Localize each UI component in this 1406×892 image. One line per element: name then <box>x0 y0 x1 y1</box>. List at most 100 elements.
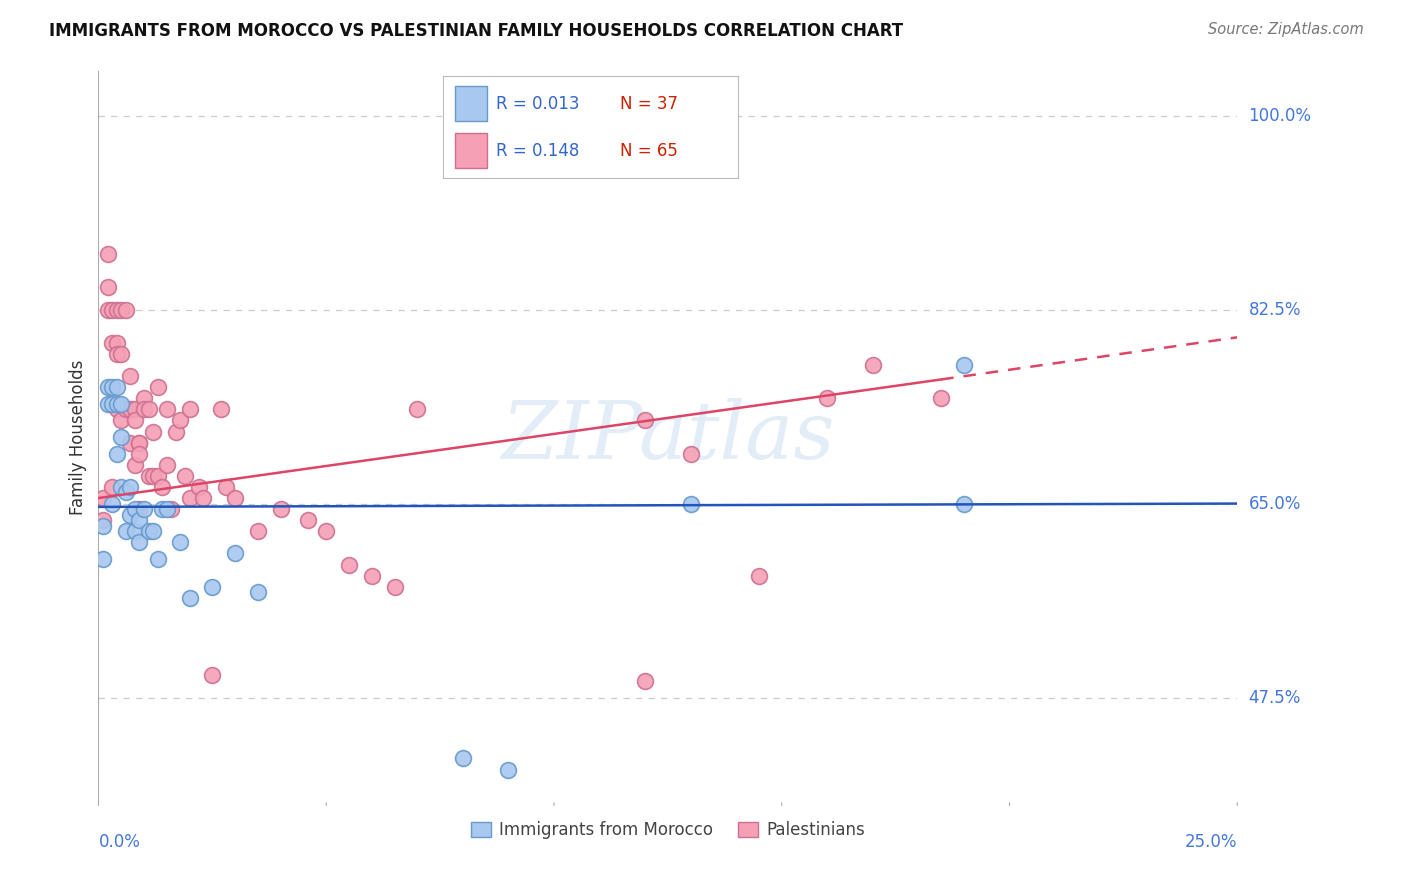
Point <box>169 413 191 427</box>
Point <box>187 480 209 494</box>
Point <box>110 397 132 411</box>
Text: 0.0%: 0.0% <box>98 833 141 851</box>
Point <box>128 435 150 450</box>
Point <box>124 458 146 472</box>
Point <box>246 585 269 599</box>
Point <box>124 502 146 516</box>
Point <box>101 302 124 317</box>
Point <box>297 513 319 527</box>
Point <box>150 480 173 494</box>
Point <box>105 347 128 361</box>
Point <box>862 358 884 372</box>
Text: 25.0%: 25.0% <box>1185 833 1237 851</box>
Point <box>101 480 124 494</box>
Point <box>156 458 179 472</box>
Point <box>124 524 146 539</box>
Point <box>224 491 246 505</box>
Point <box>91 513 114 527</box>
Point <box>120 402 142 417</box>
Point <box>146 380 169 394</box>
Y-axis label: Family Households: Family Households <box>69 359 87 515</box>
Point <box>146 468 169 483</box>
Point <box>96 397 118 411</box>
Point <box>679 497 702 511</box>
Point <box>815 392 838 406</box>
Point <box>114 524 136 539</box>
Text: N = 65: N = 65 <box>620 142 678 160</box>
Text: Source: ZipAtlas.com: Source: ZipAtlas.com <box>1208 22 1364 37</box>
Point <box>169 535 191 549</box>
Point <box>156 502 179 516</box>
Point <box>138 468 160 483</box>
Point <box>224 546 246 560</box>
Point <box>114 302 136 317</box>
Point <box>138 402 160 417</box>
Point <box>105 447 128 461</box>
Point <box>142 468 165 483</box>
Point <box>110 430 132 444</box>
Bar <box>454 87 486 121</box>
Point <box>201 668 224 682</box>
Point <box>114 402 136 417</box>
Point <box>110 413 132 427</box>
Text: 65.0%: 65.0% <box>1249 494 1301 513</box>
Point <box>124 413 146 427</box>
Point <box>128 513 150 527</box>
Point <box>451 751 474 765</box>
Point <box>105 335 128 350</box>
Point <box>146 552 169 566</box>
Text: R = 0.148: R = 0.148 <box>496 142 579 160</box>
Point <box>120 480 142 494</box>
Point <box>201 580 224 594</box>
Bar <box>454 133 486 168</box>
Point <box>150 502 173 516</box>
Legend: Immigrants from Morocco, Palestinians: Immigrants from Morocco, Palestinians <box>464 814 872 846</box>
Point <box>498 763 520 777</box>
Point <box>179 591 201 605</box>
Point <box>179 491 201 505</box>
Point <box>101 397 124 411</box>
Point <box>110 480 132 494</box>
Point <box>360 568 382 582</box>
Point <box>138 524 160 539</box>
Point <box>91 552 114 566</box>
Text: N = 37: N = 37 <box>620 95 678 112</box>
Point <box>209 402 232 417</box>
Text: 82.5%: 82.5% <box>1249 301 1301 318</box>
Text: ZIPatlas: ZIPatlas <box>501 399 835 475</box>
Point <box>246 524 269 539</box>
Point <box>193 491 215 505</box>
Point <box>128 447 150 461</box>
Point <box>110 347 132 361</box>
Point <box>174 468 197 483</box>
Point <box>156 402 179 417</box>
Text: 47.5%: 47.5% <box>1249 689 1301 706</box>
Point <box>120 369 142 384</box>
Point <box>114 485 136 500</box>
Point <box>96 302 118 317</box>
Point <box>315 524 337 539</box>
Point <box>634 673 657 688</box>
Point <box>110 302 132 317</box>
Point <box>160 502 183 516</box>
Point <box>105 302 128 317</box>
Point <box>128 435 150 450</box>
Point <box>748 568 770 582</box>
Point <box>929 392 952 406</box>
Point <box>406 402 429 417</box>
Point <box>101 497 124 511</box>
Point <box>132 502 155 516</box>
Point <box>96 280 118 294</box>
Point <box>132 402 155 417</box>
Point <box>120 508 142 522</box>
Point <box>953 358 976 372</box>
Point <box>105 402 128 417</box>
Point <box>120 435 142 450</box>
Point <box>124 402 146 417</box>
Point <box>679 447 702 461</box>
Point <box>101 335 124 350</box>
Point <box>128 502 150 516</box>
Text: 100.0%: 100.0% <box>1249 107 1312 125</box>
Point <box>96 380 118 394</box>
Point <box>96 247 118 261</box>
